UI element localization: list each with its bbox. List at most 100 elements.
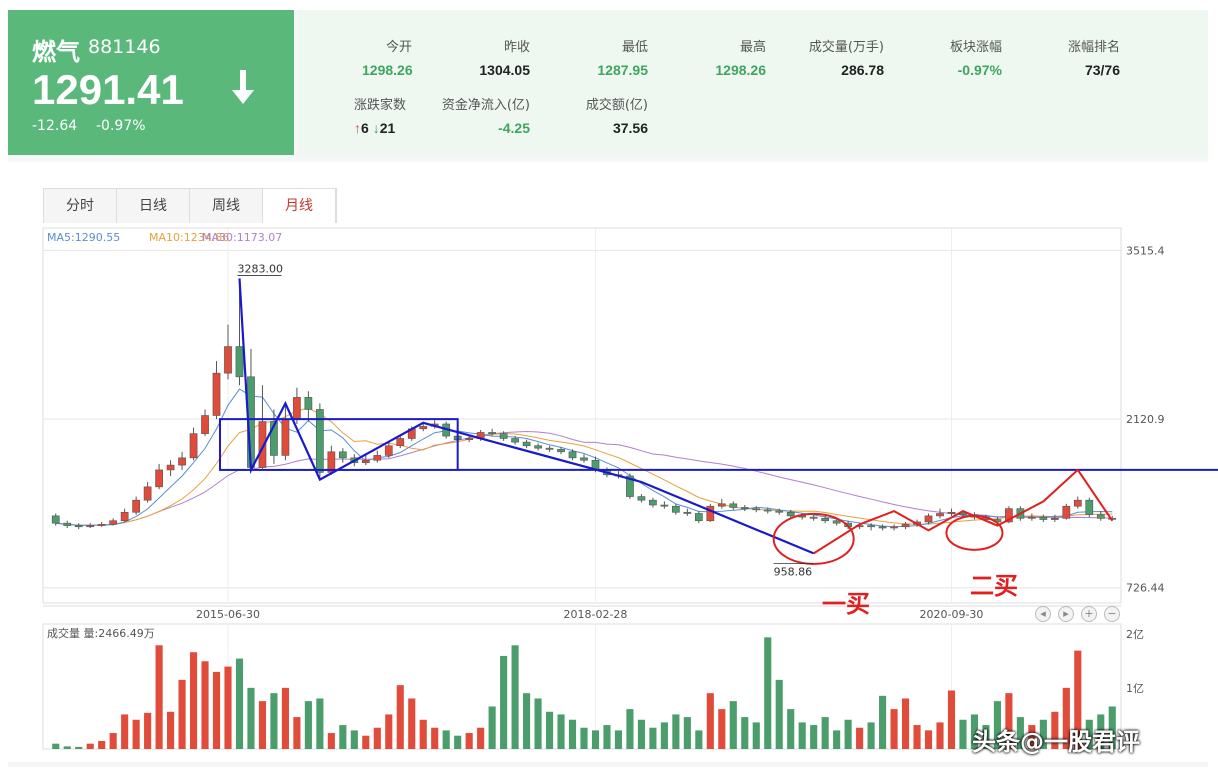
volume-bar xyxy=(867,722,875,749)
candle xyxy=(63,520,72,528)
volume-bar xyxy=(109,733,117,749)
volume-bar xyxy=(431,727,439,749)
volume-bar xyxy=(316,698,324,749)
candle xyxy=(809,514,818,521)
candle-body xyxy=(51,515,60,524)
scroll-right-button[interactable]: ▸ xyxy=(1058,606,1074,622)
volume-bar xyxy=(924,730,933,749)
volume-bar xyxy=(339,725,347,749)
tab-monthly[interactable]: 月线 xyxy=(263,189,336,223)
candle-body xyxy=(270,421,278,456)
candle-body xyxy=(304,397,313,410)
volume-bar xyxy=(454,735,462,749)
volume-bar xyxy=(75,746,83,749)
tab-daily[interactable]: 日线 xyxy=(117,189,190,223)
candle xyxy=(304,391,313,422)
volume-bar xyxy=(534,698,542,749)
y-tick-label: 2120.9 xyxy=(1126,413,1165,426)
volume-bar xyxy=(258,701,267,749)
volume-bar xyxy=(901,698,910,749)
candle-body xyxy=(86,525,95,528)
scroll-left-button[interactable]: ◂ xyxy=(1035,606,1051,622)
volume-bar xyxy=(144,712,152,749)
zoom-in-button[interactable]: + xyxy=(1081,606,1097,622)
up-arrow-icon: ↑ xyxy=(354,120,361,136)
candle-body xyxy=(465,438,474,440)
candle-body xyxy=(637,496,646,501)
tab-intraday[interactable]: 分时 xyxy=(44,189,117,223)
stat-netflow-label: 资金净流入(亿) xyxy=(441,98,530,113)
low-annotation: 958.86 xyxy=(774,566,813,579)
volume-bar xyxy=(511,645,519,749)
volume-bar xyxy=(660,722,668,749)
candle-body xyxy=(258,421,267,468)
volume-bar xyxy=(672,714,680,749)
ma10-legend: MA10:1234.86 xyxy=(149,231,229,244)
candle-body xyxy=(890,526,898,529)
down-arrow-small-icon: ↓ xyxy=(372,120,380,136)
stat-prev-close: 昨收 1304.05 xyxy=(470,36,530,78)
volume-bar xyxy=(603,725,611,749)
volume-bar xyxy=(477,727,485,749)
candle xyxy=(51,513,60,526)
volume-bar xyxy=(833,730,841,749)
volume-bar xyxy=(327,733,335,749)
candle xyxy=(649,497,657,508)
candle-body xyxy=(534,445,542,449)
candle-body xyxy=(1062,505,1071,519)
candle-body xyxy=(947,511,956,514)
volume-bar xyxy=(626,709,634,749)
buy-point-circle xyxy=(945,514,1004,551)
volume-bar xyxy=(98,741,106,749)
candle-body xyxy=(901,524,910,528)
x-tick-label: 2015-06-30 xyxy=(196,608,260,621)
stat-prev-close-label: 昨收 xyxy=(503,40,530,55)
blue-trend-zigzag xyxy=(238,278,815,555)
down-count: 21 xyxy=(379,120,396,136)
quote-stats-panel: 今开 1298.26 昨收 1304.05 最低 1287.95 最高 1298… xyxy=(298,10,1208,155)
candle-body xyxy=(373,455,382,461)
stat-turnover: 成交额(亿) 37.56 xyxy=(568,94,648,136)
volume-bar xyxy=(970,714,979,749)
candle xyxy=(775,508,784,515)
candle-body xyxy=(821,518,830,522)
volume-legend: 成交量 量:2466.49万 xyxy=(47,626,155,640)
candle-body xyxy=(660,504,669,507)
stat-sector-change-label: 板块涨幅 xyxy=(949,40,1002,55)
volume-bar xyxy=(787,709,795,749)
volume-bar xyxy=(568,719,577,749)
candle-body xyxy=(832,520,841,524)
candle xyxy=(1039,514,1048,522)
candle-body xyxy=(155,469,163,488)
ma10-line xyxy=(55,407,1113,526)
candle xyxy=(763,507,772,514)
ma30-line xyxy=(55,430,1113,526)
candle-body xyxy=(189,433,198,459)
candle-body xyxy=(867,525,875,528)
stat-open: 今开 1298.26 xyxy=(362,36,413,78)
candle xyxy=(270,409,278,464)
volume-bar xyxy=(890,709,898,749)
stat-prev-close-value: 1304.05 xyxy=(479,62,530,78)
candle xyxy=(316,403,324,480)
candle-body xyxy=(499,433,508,439)
candle xyxy=(488,428,496,437)
buy-label-2: 二买 xyxy=(970,571,1018,600)
candle xyxy=(1085,497,1094,518)
candle-body xyxy=(63,522,72,526)
stat-open-value: 1298.26 xyxy=(362,62,413,78)
x-tick-label: 2020-09-30 xyxy=(920,608,984,621)
candle-body xyxy=(109,520,118,525)
tab-weekly[interactable]: 周线 xyxy=(190,189,263,223)
volume-bar xyxy=(959,719,967,749)
candle xyxy=(97,521,106,527)
zoom-out-button[interactable]: − xyxy=(1104,606,1120,622)
volume-bar xyxy=(591,730,600,749)
candle xyxy=(224,324,232,380)
candle-body xyxy=(293,397,301,420)
sector-name: 燃气 xyxy=(32,38,80,66)
volume-bar xyxy=(1005,693,1013,749)
volume-tick-1: 1亿 xyxy=(1126,682,1144,695)
candle-body xyxy=(1050,518,1059,520)
